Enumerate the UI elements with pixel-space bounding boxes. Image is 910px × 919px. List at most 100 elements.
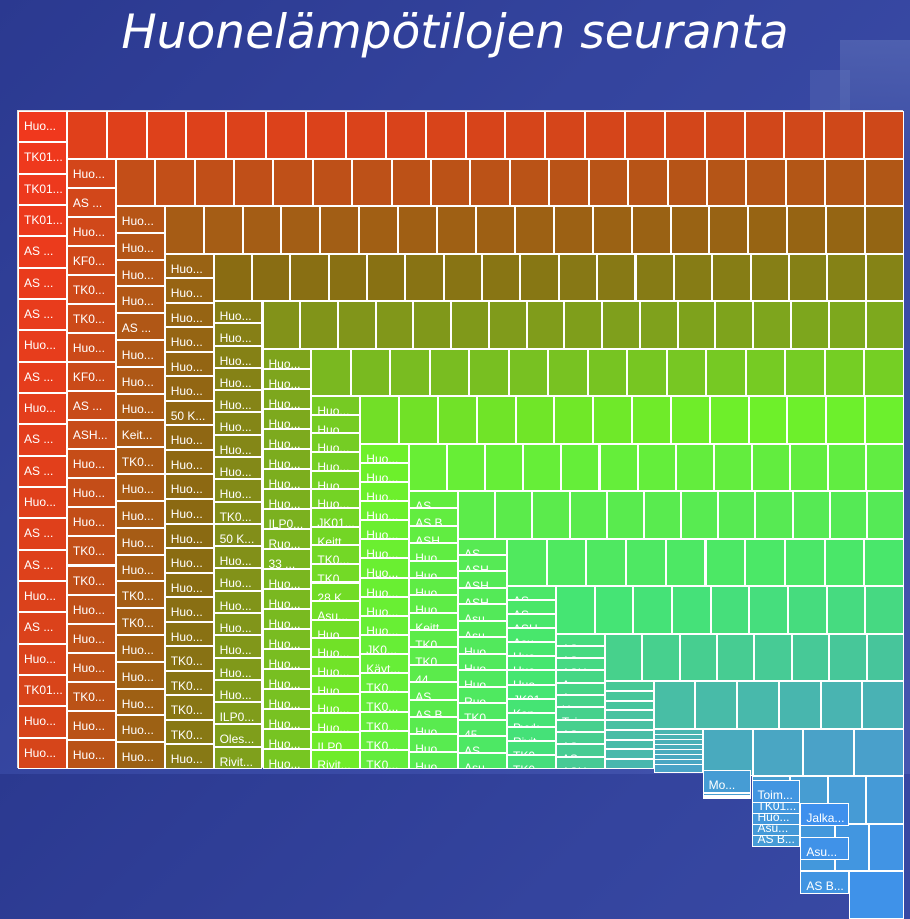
treemap-tile[interactable] [820, 681, 863, 729]
treemap-tile[interactable] [523, 443, 562, 491]
treemap-tile[interactable]: Huo... [115, 500, 165, 528]
treemap-tile[interactable] [784, 111, 825, 159]
treemap-tile[interactable]: Huo... [213, 479, 263, 502]
treemap-tile[interactable] [825, 158, 865, 206]
treemap-tile[interactable]: Huo... [262, 568, 312, 589]
treemap-tile[interactable]: ASH... [409, 525, 459, 544]
treemap-tile[interactable] [476, 396, 516, 444]
treemap-tile[interactable]: Rivit... [507, 726, 556, 741]
treemap-tile[interactable] [755, 491, 793, 539]
treemap-tile[interactable]: ASH... [66, 420, 116, 450]
treemap-tile[interactable] [710, 586, 750, 634]
treemap-tile[interactable]: AS ... [555, 719, 605, 733]
treemap-tile[interactable] [485, 443, 524, 491]
treemap-tile[interactable] [234, 158, 274, 206]
treemap-tile[interactable] [508, 348, 549, 396]
treemap-tile[interactable]: Huo... [213, 635, 263, 658]
treemap-tile[interactable] [826, 586, 866, 634]
treemap-tile[interactable]: Huo... [66, 449, 116, 479]
treemap-tile[interactable]: ASH... [507, 614, 556, 629]
treemap-tile[interactable] [789, 443, 828, 491]
treemap-tile[interactable] [788, 253, 828, 301]
treemap-tile[interactable] [509, 158, 550, 206]
treemap-tile[interactable]: TK0... [458, 703, 507, 720]
treemap-tile[interactable] [553, 206, 593, 254]
treemap-tile[interactable]: TK0... [66, 274, 116, 304]
treemap-tile[interactable] [359, 206, 399, 254]
treemap-tile[interactable] [437, 396, 477, 444]
treemap-tile[interactable]: Huo... [66, 478, 116, 508]
treemap-tile[interactable]: Huo... [164, 474, 214, 499]
treemap-tile[interactable] [606, 491, 644, 539]
treemap-tile[interactable]: Ruo... [262, 528, 312, 549]
treemap-tile[interactable] [469, 348, 509, 396]
treemap-tile[interactable]: Huo... [115, 366, 165, 394]
treemap-tile[interactable] [790, 301, 829, 349]
treemap-tile[interactable]: Keitt... [409, 612, 459, 630]
treemap-tile[interactable]: Huo... [213, 679, 263, 703]
treemap-tile[interactable]: Huo... [164, 548, 214, 573]
treemap-tile[interactable]: AS ... [66, 187, 116, 217]
treemap-tile[interactable] [706, 158, 747, 206]
treemap-tile[interactable] [626, 538, 666, 586]
treemap-tile[interactable]: Huo... [115, 286, 165, 314]
treemap-tile[interactable]: TK0... [115, 608, 165, 635]
treemap-tile[interactable]: AS ... [409, 491, 459, 509]
treemap-tile[interactable]: 44 ... [409, 664, 459, 683]
treemap-tile[interactable]: Huo... [409, 751, 459, 769]
treemap-tile[interactable]: TK0... [360, 749, 410, 769]
treemap-tile[interactable]: TK01... [18, 142, 67, 174]
treemap-tile[interactable] [635, 253, 674, 301]
treemap-tile[interactable] [352, 158, 392, 206]
treemap-tile[interactable]: Huo... [360, 596, 410, 616]
treemap-tile[interactable]: Huo... [360, 520, 410, 540]
treemap-tile[interactable] [824, 348, 865, 396]
treemap-tile[interactable] [328, 253, 367, 301]
treemap-tile[interactable]: AS B... [409, 699, 459, 717]
treemap-tile[interactable]: Asu... [555, 670, 605, 683]
treemap-tile[interactable] [866, 491, 904, 539]
treemap-tile[interactable] [643, 491, 682, 539]
treemap-tile[interactable]: Asu... [604, 739, 654, 750]
treemap-tile[interactable] [311, 348, 351, 396]
treemap-tile[interactable]: TK0... [164, 670, 214, 696]
treemap-tile[interactable] [604, 633, 643, 681]
treemap-tile[interactable] [350, 348, 391, 396]
treemap-tile[interactable] [824, 538, 865, 586]
treemap-tile[interactable] [375, 301, 414, 349]
treemap-tile[interactable]: Huo... [360, 500, 410, 521]
treemap-tile[interactable]: Huo... [262, 488, 312, 509]
treemap-tile[interactable]: Huo... [555, 695, 605, 708]
treemap-tile[interactable]: JK0... [360, 634, 410, 655]
treemap-tile[interactable]: Huo... [164, 572, 214, 598]
treemap-tile[interactable]: Huo... [115, 232, 165, 260]
treemap-tile[interactable]: Huo... [311, 470, 361, 490]
treemap-tile[interactable] [447, 443, 486, 491]
treemap-tile[interactable]: AS ... [555, 732, 605, 745]
treemap-tile[interactable]: Huo... [311, 657, 361, 676]
treemap-tile[interactable] [785, 158, 826, 206]
treemap-tile[interactable] [705, 538, 746, 586]
treemap-tile[interactable]: Huo... [164, 425, 214, 450]
treemap-tile[interactable] [792, 491, 830, 539]
treemap-chart[interactable]: Huo... TK01... TK01... TK01... AS ... AS ... A… [17, 110, 904, 919]
treemap-tile[interactable] [665, 538, 706, 586]
treemap-tile[interactable]: TK0... [66, 303, 116, 333]
treemap-tile[interactable]: Huo... [164, 327, 214, 352]
treemap-tile[interactable]: Huo... [115, 634, 165, 662]
treemap-tile[interactable] [864, 538, 904, 586]
treemap-tile[interactable]: AS... [604, 690, 654, 701]
treemap-tile[interactable] [709, 396, 749, 444]
treemap-tile[interactable] [751, 443, 790, 491]
treemap-tile[interactable]: Huo... [213, 323, 263, 346]
treemap-tile[interactable]: Huo... [213, 345, 263, 368]
treemap-tile[interactable] [526, 301, 565, 349]
treemap-tile[interactable]: Asu... [555, 682, 605, 696]
treemap-tile[interactable] [549, 158, 589, 206]
treemap-tile[interactable]: Huo... [115, 688, 165, 716]
treemap-tile[interactable]: TK0... [164, 719, 214, 745]
treemap-tile[interactable]: ASH... [555, 756, 605, 769]
treemap-tile[interactable]: Huo... [262, 748, 312, 769]
treemap-tile[interactable] [670, 206, 710, 254]
treemap-tile[interactable]: AS ... [18, 236, 67, 268]
